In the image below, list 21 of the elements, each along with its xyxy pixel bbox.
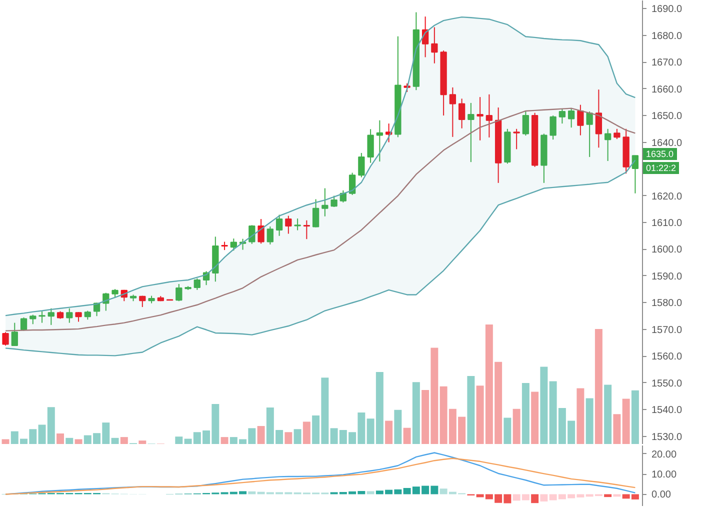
y-tick-label: 1680.0 xyxy=(652,30,683,42)
y-tick-label: 1640.0 xyxy=(652,138,683,149)
y-tick-label: 20.00 xyxy=(652,449,677,460)
y-tick-label: 1530.0 xyxy=(652,432,683,443)
y-tick-label: 0.00 xyxy=(652,490,672,501)
y-tick-label: 1600.0 xyxy=(652,244,683,256)
y-tick-label: 10.00 xyxy=(652,470,677,481)
y-tick-label: 1610.0 xyxy=(652,218,683,229)
y-tick-label: 1570.0 xyxy=(652,324,683,336)
y-tick-label: 1580.0 xyxy=(652,298,683,310)
y-tick-label: 1690.0 xyxy=(652,4,683,16)
text: 01:22:2 xyxy=(643,162,680,174)
y-tick-label: 1540.0 xyxy=(652,405,683,416)
y-tick-label: 1620.0 xyxy=(652,191,683,202)
y-tick-label: 1670.0 xyxy=(652,58,683,69)
y-tick-label: 1660.0 xyxy=(652,84,683,96)
y-tick-label: 1550.0 xyxy=(652,378,683,390)
y-tick-label: 1590.0 xyxy=(652,271,683,282)
y-tick-label: 1560.0 xyxy=(652,352,683,363)
text: 1635.0 xyxy=(643,148,677,160)
y-tick-label: 1650.0 xyxy=(652,111,683,122)
